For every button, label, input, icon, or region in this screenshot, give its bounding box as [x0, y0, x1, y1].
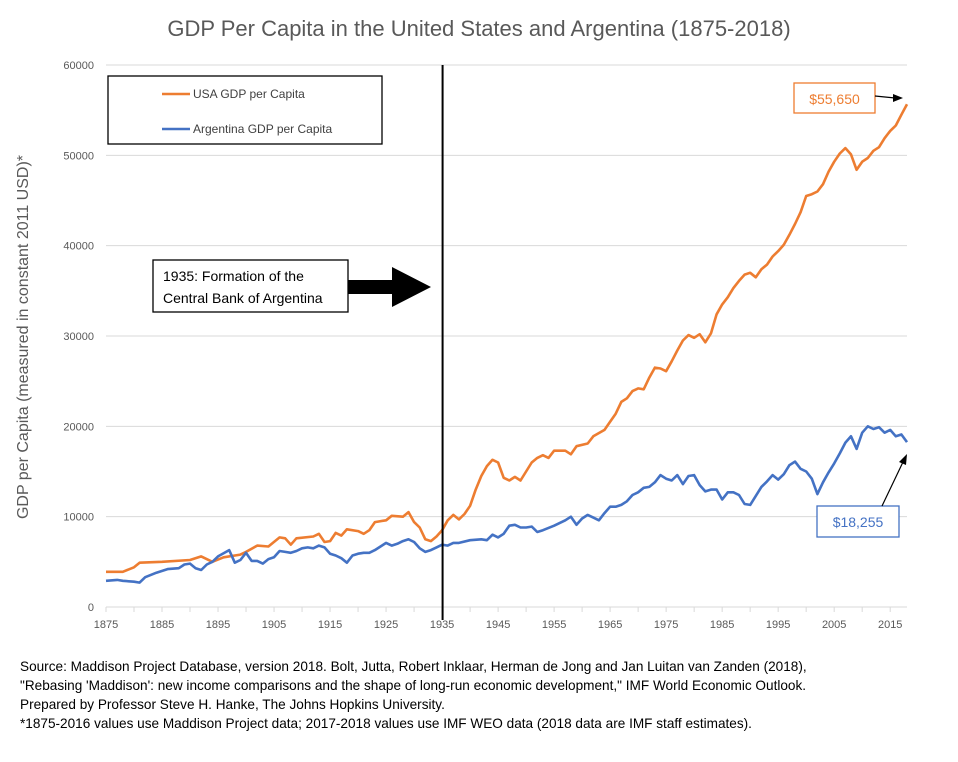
- y-axis-label: GDP per Capita (measured in constant 201…: [15, 155, 32, 519]
- arrow-head-icon: [893, 94, 903, 102]
- y-tick-label: 20000: [63, 421, 94, 433]
- argentina-end-label: $18,255: [833, 514, 884, 530]
- footnote-author: Prepared by Professor Steve H. Hanke, Th…: [20, 697, 445, 712]
- event-text-line1: 1935: Formation of the: [163, 268, 304, 284]
- x-tick-label: 1975: [654, 619, 678, 631]
- y-tick-label: 40000: [63, 241, 94, 253]
- x-tick-label: 1955: [542, 619, 566, 631]
- x-tick-label: 1915: [318, 619, 342, 631]
- usa-end-label: $55,650: [809, 91, 860, 107]
- x-tick-label: 1885: [150, 619, 174, 631]
- y-tick-label: 10000: [63, 512, 94, 524]
- footnote-source: Source: Maddison Project Database, versi…: [20, 659, 807, 674]
- gdp-line-chart: GDP Per Capita in the United States and …: [15, 16, 909, 631]
- footnote-citation: "Rebasing 'Maddison': new income compari…: [20, 678, 807, 693]
- legend-label-usa: USA GDP per Capita: [193, 87, 305, 101]
- x-axis-ticks: 1875 1885 1895 1905 1915 1925 1935 1945 1955 1965…: [94, 607, 902, 631]
- chart-title: GDP Per Capita in the United States and …: [167, 16, 790, 41]
- usa-series-line: [106, 103, 909, 574]
- x-tick-label: 1965: [598, 619, 622, 631]
- arrow-head-icon: [899, 454, 907, 465]
- footnote-data-note: *1875-2016 values use Maddison Project d…: [20, 716, 752, 731]
- argentina-end-callout: $18,255: [816, 454, 907, 538]
- y-tick-label: 30000: [63, 331, 94, 343]
- x-tick-label: 1935: [430, 619, 454, 631]
- x-tick-label: 1875: [94, 619, 118, 631]
- legend: USA GDP per Capita Argentina GDP per Cap…: [107, 75, 383, 145]
- x-tick-label: 1905: [262, 619, 286, 631]
- gridlines: [106, 64, 907, 608]
- x-tick-label: 2015: [878, 619, 902, 631]
- y-tick-label: 0: [88, 602, 94, 614]
- y-tick-label: 60000: [63, 60, 94, 72]
- event-annotation: 1935: Formation of the Central Bank of A…: [152, 259, 431, 313]
- x-tick-label: 1945: [486, 619, 510, 631]
- argentina-series-line: [105, 425, 909, 584]
- y-tick-label: 50000: [63, 150, 94, 162]
- event-text-line2: Central Bank of Argentina: [163, 290, 323, 306]
- x-tick-label: 1995: [766, 619, 790, 631]
- legend-label-argentina: Argentina GDP per Capita: [193, 122, 333, 136]
- x-tick-label: 1895: [206, 619, 230, 631]
- y-axis-ticks: 0 10000 20000 30000 40000 50000 60000: [63, 60, 94, 614]
- x-tick-label: 1925: [374, 619, 398, 631]
- x-tick-label: 1985: [710, 619, 734, 631]
- right-arrow-icon: [348, 267, 431, 307]
- x-tick-label: 2005: [822, 619, 846, 631]
- usa-end-callout: $55,650: [793, 82, 903, 114]
- series-lines: [105, 103, 909, 584]
- footnote: Source: Maddison Project Database, versi…: [20, 657, 950, 733]
